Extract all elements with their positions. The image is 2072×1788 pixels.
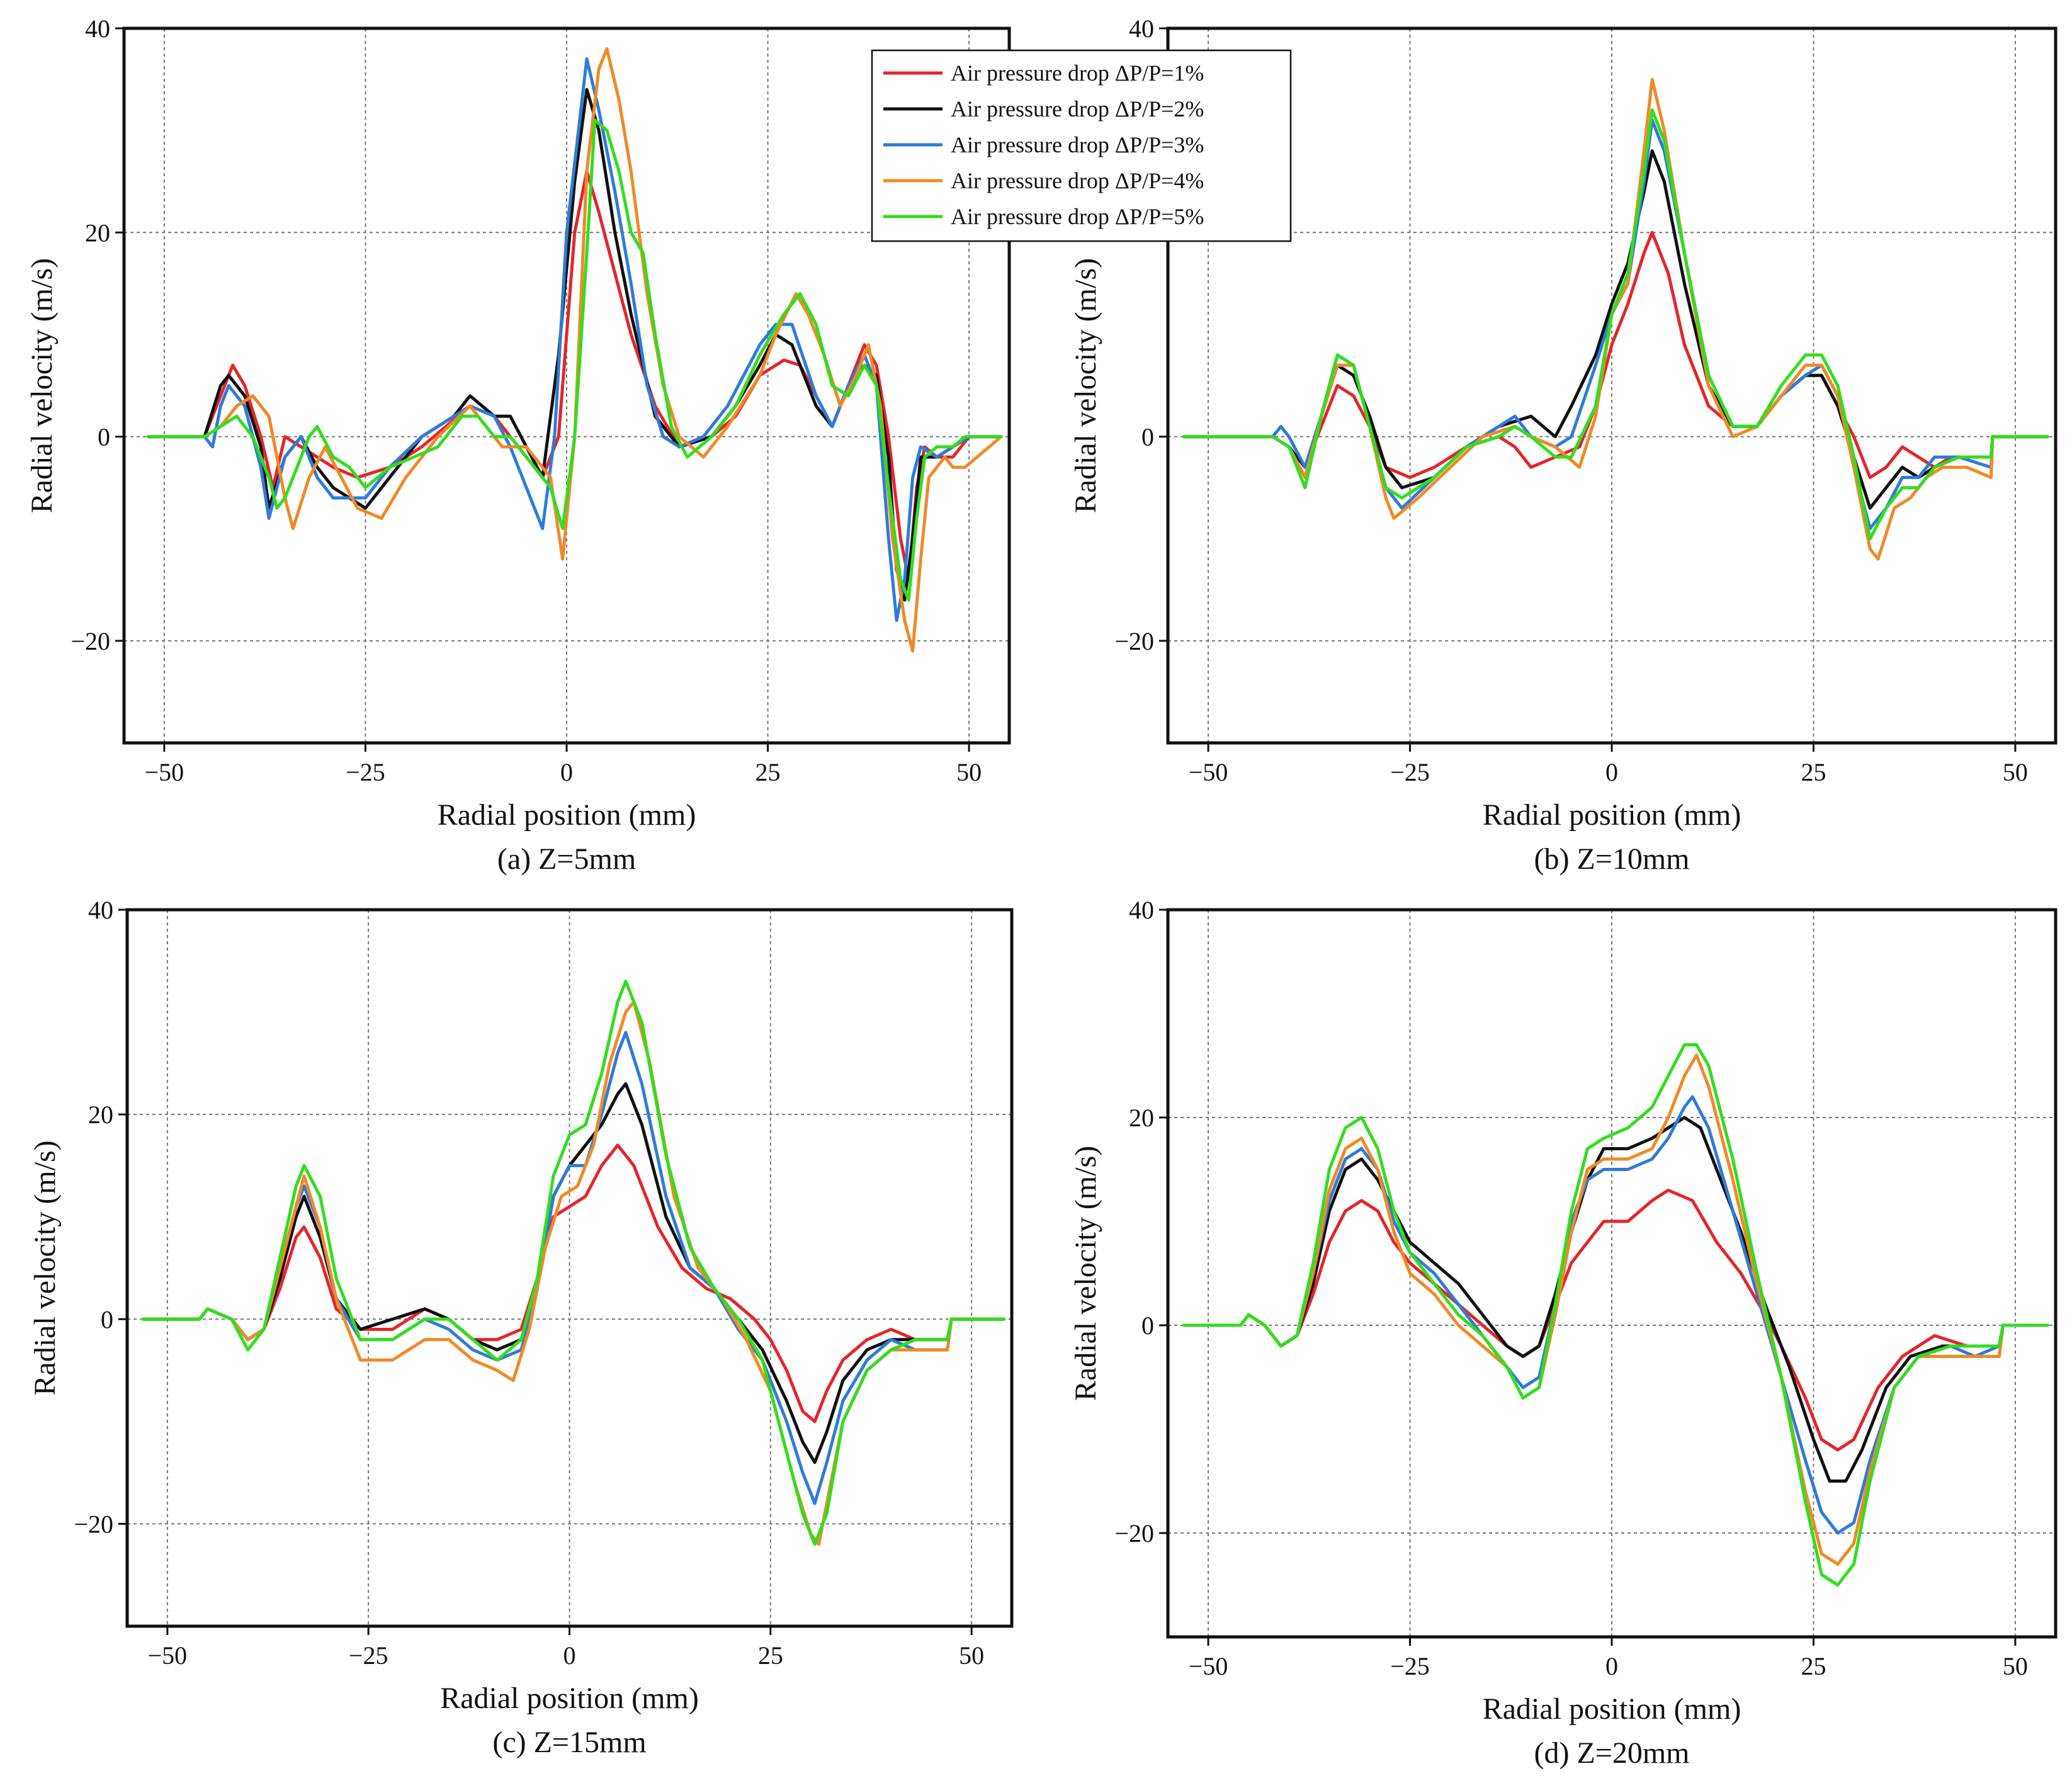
x-tick-label: 50 [956, 758, 982, 786]
x-tick-label: 50 [2003, 1652, 2028, 1680]
legend-label-1: Air pressure drop ΔP/P=1% [951, 60, 1204, 86]
y-tick-label: 20 [1129, 1104, 1154, 1132]
x-tick-label: 25 [1801, 1652, 1826, 1680]
x-tick-label: −50 [1189, 758, 1228, 786]
x-axis-label: Radial position (mm) [1483, 1692, 1741, 1726]
series-line-1 [142, 1143, 1005, 1423]
x-tick-label: −50 [145, 758, 184, 786]
series-line-1 [1182, 1189, 2049, 1452]
series-line-4 [142, 1000, 1005, 1546]
legend: Air pressure drop ΔP/P=1% Air pressure dr… [871, 49, 1292, 242]
y-tick-label: −20 [1114, 1519, 1154, 1548]
chart-panel-2: −50 −25 0 25 50 −20 0 40 Radial position (mm) Rad… [1069, 14, 2058, 876]
y-axis-label: Radial velocity (m/s) [25, 258, 59, 513]
x-tick-label: 0 [563, 1641, 576, 1670]
y-tick-label: 20 [85, 218, 110, 247]
x-axis-label: Radial position (mm) [440, 1682, 699, 1715]
series-line-1 [1182, 230, 2049, 479]
x-tick-label: −25 [1390, 758, 1430, 786]
panel-caption: (d) Z=20mm [1534, 1736, 1689, 1770]
x-tick-label: 25 [1801, 758, 1826, 786]
y-axis-label: Radial velocity (m/s) [1069, 258, 1102, 513]
series-line-3 [1182, 118, 2049, 530]
series-line-3 [146, 57, 1003, 622]
y-tick-label: −20 [74, 1510, 113, 1538]
chart-panel-1: −50 −25 0 25 50 −20 0 20 40 Radial position (mm) R… [25, 14, 1011, 876]
x-tick-label: 50 [2003, 758, 2028, 786]
y-tick-label: −20 [71, 627, 110, 655]
series-line-4 [146, 47, 1003, 653]
series-line-5 [1182, 108, 2049, 541]
x-axis-label: Radial position (mm) [1483, 798, 1741, 832]
x-tick-label: −25 [349, 1641, 388, 1670]
y-axis-label: Radial velocity (m/s) [28, 1140, 62, 1395]
y-tick-label: 0 [98, 423, 110, 451]
legend-label-4: Air pressure drop ΔP/P=4% [951, 168, 1204, 193]
chart-panel-4: −50 −25 0 25 50 −20 0 20 40 Radial position (mm) R… [1069, 896, 2058, 1770]
y-tick-label: 0 [1141, 1311, 1154, 1340]
x-tick-label: 25 [756, 758, 781, 786]
series-line-5 [1182, 1043, 2049, 1587]
x-tick-label: 0 [1605, 1652, 1618, 1680]
panel-caption: (a) Z=5mm [497, 842, 636, 876]
y-tick-label: 40 [1129, 896, 1154, 924]
y-tick-label: 0 [1141, 423, 1154, 451]
series-line-5 [146, 118, 1003, 602]
y-tick-label: 20 [88, 1101, 113, 1129]
series-line-5 [142, 980, 1005, 1546]
y-tick-label: −20 [1114, 627, 1154, 655]
series-line-4 [1182, 1053, 2049, 1566]
x-tick-label: −50 [1189, 1652, 1228, 1680]
y-tick-label: 40 [85, 14, 110, 43]
x-tick-label: −25 [346, 758, 385, 786]
series-line-2 [1182, 1116, 2049, 1483]
y-tick-label: 0 [101, 1305, 113, 1333]
panel-caption: (b) Z=10mm [1534, 842, 1689, 876]
chart-panel-3: −50 −25 0 25 50 −20 0 20 40 Radial position (mm) R… [28, 896, 1014, 1759]
x-tick-label: 0 [1605, 758, 1618, 786]
x-tick-label: −25 [1390, 1652, 1430, 1680]
x-tick-label: 25 [758, 1641, 783, 1670]
legend-label-2: Air pressure drop ΔP/P=2% [951, 96, 1204, 122]
x-tick-label: 50 [959, 1641, 984, 1670]
x-tick-label: 0 [560, 758, 573, 786]
x-tick-label: −50 [148, 1641, 188, 1670]
y-tick-label: 40 [88, 896, 113, 924]
legend-label-5: Air pressure drop ΔP/P=5% [951, 204, 1204, 229]
y-axis-label: Radial velocity (m/s) [1069, 1146, 1102, 1401]
panel-caption: (c) Z=15mm [492, 1726, 646, 1759]
series-line-2 [1182, 149, 2049, 510]
series-line-2 [142, 1082, 1005, 1464]
series-line-3 [1182, 1095, 2049, 1535]
legend-label-3: Air pressure drop ΔP/P=3% [951, 132, 1204, 157]
x-axis-label: Radial position (mm) [438, 798, 696, 832]
series-line-3 [142, 1031, 1005, 1505]
y-tick-label: 40 [1129, 14, 1154, 43]
